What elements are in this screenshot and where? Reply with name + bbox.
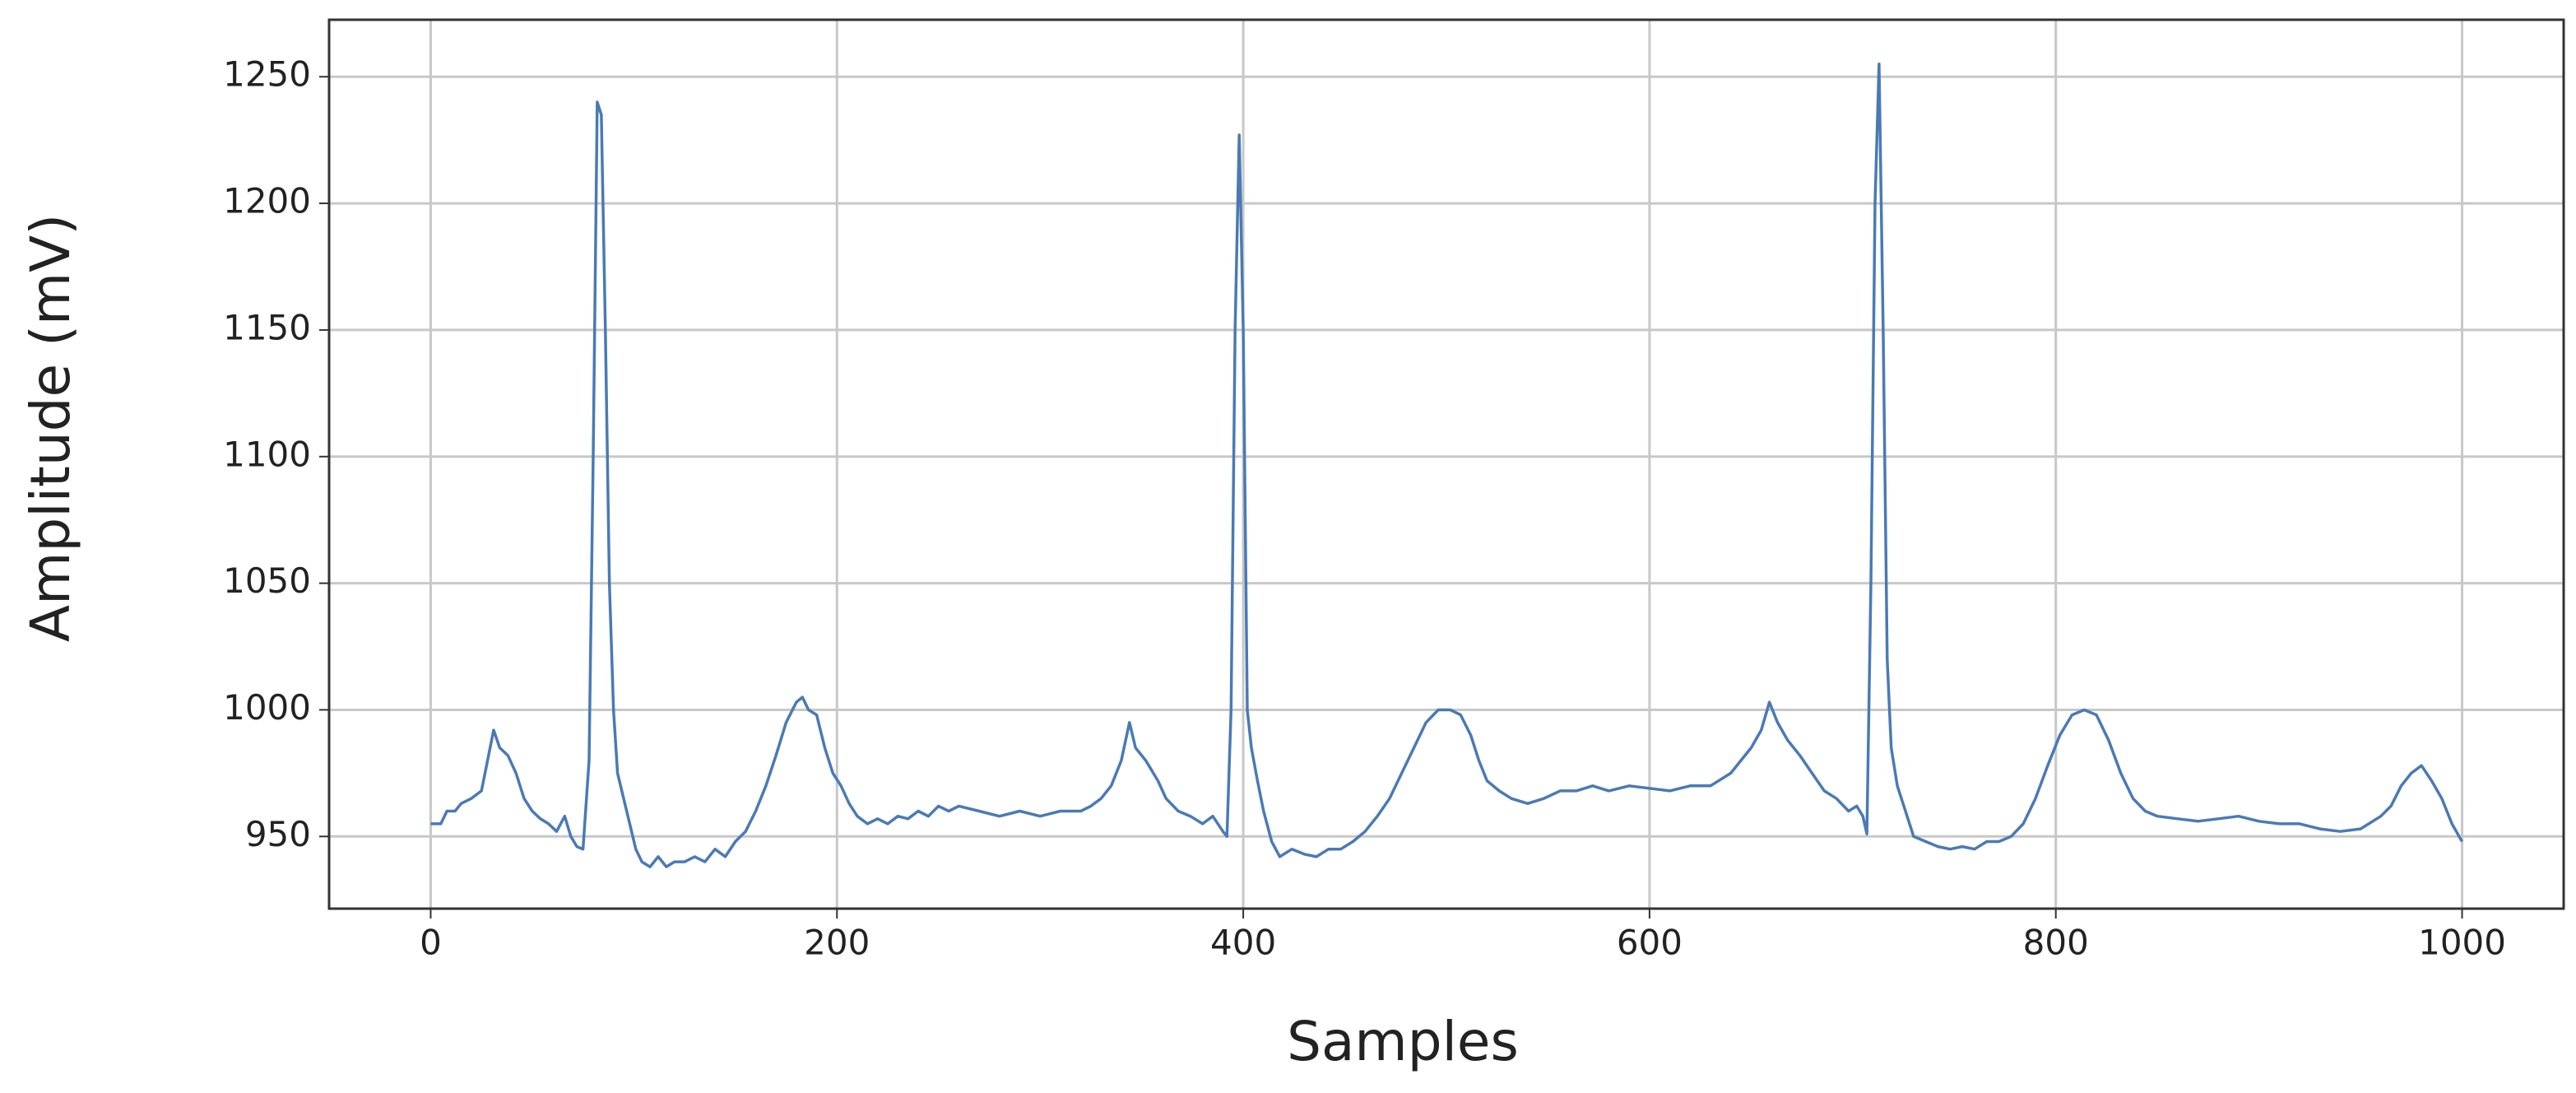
y-tick-label: 1150 — [223, 307, 311, 347]
y-tick-label: 1100 — [223, 434, 311, 474]
y-tick-label: 1200 — [223, 181, 311, 221]
y-axis-label: Amplitude (mV) — [19, 214, 82, 642]
y-tick-label: 950 — [245, 814, 311, 854]
y-tick-label: 1000 — [223, 687, 311, 728]
y-tick-label: 1250 — [223, 54, 311, 95]
x-tick-label: 800 — [2023, 923, 2089, 963]
x-tick-label: 200 — [804, 923, 870, 963]
y-tick-label: 1050 — [223, 560, 311, 601]
x-tick-label: 0 — [420, 923, 442, 963]
plot-frame — [327, 18, 2565, 910]
x-tick-label: 1000 — [2418, 923, 2506, 963]
signal-line — [430, 63, 2464, 868]
x-tick-label: 400 — [1210, 923, 1276, 963]
x-axis-label: Samples — [1287, 1010, 1519, 1073]
x-tick-label: 600 — [1617, 923, 1683, 963]
